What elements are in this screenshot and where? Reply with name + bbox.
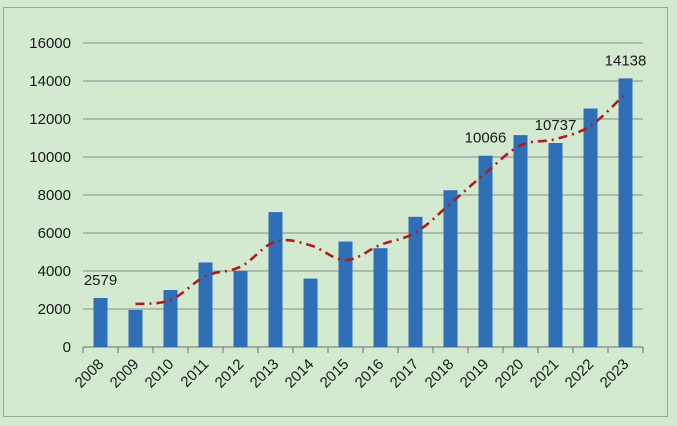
data-label: 14138 [605,52,647,69]
y-tick-label: 12000 [29,111,71,128]
y-tick-label: 0 [63,339,71,356]
bar-2023 [618,78,633,348]
x-tick-label: 2017 [387,356,423,392]
x-axis-tick-labels: 2008 2009 2010 2011 2012 2013 2014 2015 2016 2017… [72,356,633,392]
bar-2015 [338,241,353,347]
x-tick-label: 2020 [492,356,528,392]
trendline [135,92,627,306]
bar-2016 [373,248,388,347]
bar-2017 [408,216,423,347]
x-tick-label: 2021 [527,356,563,392]
x-tick-label: 2015 [317,356,353,392]
x-tick-label: 2023 [597,356,633,392]
y-tick-label: 2000 [38,301,71,318]
x-tick-label: 2019 [457,356,493,392]
bar-2013 [268,212,283,347]
y-tick-label: 8000 [38,187,71,204]
bar-2022 [583,108,598,347]
x-tick-label: 2016 [352,356,388,392]
y-tick-label: 10000 [29,149,71,166]
x-tick-label: 2010 [142,356,178,392]
bar-series [93,78,633,348]
y-tick-label: 16000 [29,35,71,52]
bar-2011 [198,262,213,347]
x-tick-label: 2009 [107,356,143,392]
bar-2010 [163,290,178,347]
data-label: 10737 [535,117,577,134]
x-tick-label: 2018 [422,356,458,392]
x-tick-label: 2022 [562,356,598,392]
x-tick-label: 2014 [282,356,318,392]
y-tick-label: 6000 [38,225,71,242]
y-axis-tick-labels: 0 2000 4000 6000 8000 10000 12000 14000 16000 [29,35,71,356]
bar-2008 [93,297,108,347]
data-label: 10066 [465,130,507,147]
bar-2009 [128,309,143,347]
bar-2020 [513,135,528,347]
x-tick-label: 2011 [177,356,212,391]
x-tick-label: 2008 [72,356,108,392]
data-labels: 2579 10066 10737 14138 [84,52,647,289]
axes [82,346,644,353]
bar-2021 [548,142,563,347]
x-tick-label: 2012 [212,356,248,392]
data-label: 2579 [84,272,117,289]
moving-average-trendline [135,92,627,306]
x-tick-label: 2013 [247,356,283,392]
y-tick-label: 4000 [38,263,71,280]
y-tick-label: 14000 [29,73,71,90]
bar-2018 [443,190,458,347]
bar-2012 [233,271,248,347]
bar-2019 [478,155,493,347]
bar-2014 [303,278,318,347]
